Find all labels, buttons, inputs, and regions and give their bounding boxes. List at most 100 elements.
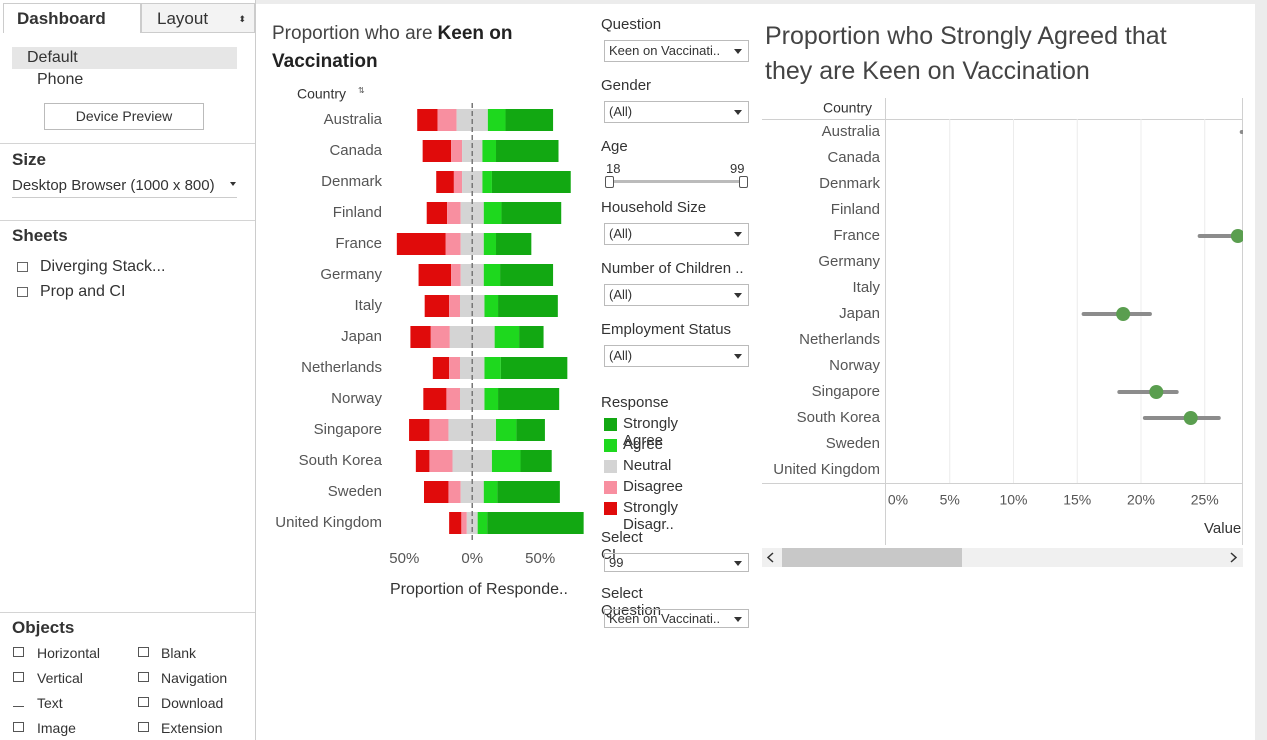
filter-label: Question [601, 16, 662, 33]
category-label: Finland [831, 201, 880, 218]
category-label: Canada [329, 142, 382, 159]
legend-label: Strongly Disagr.. [623, 499, 679, 533]
object[interactable]: Horizontal [37, 645, 101, 661]
filter-label: Employment Status [601, 321, 732, 338]
bar-segment [494, 326, 520, 348]
sheet[interactable]: Prop and CI [40, 283, 126, 300]
bar-segment [424, 295, 450, 317]
bar-segment [496, 419, 517, 441]
bar-segment [415, 450, 430, 472]
category-label: Australia [822, 123, 881, 140]
object-icon [13, 722, 24, 732]
tab[interactable]: Dashboard [3, 3, 141, 33]
category-label: Denmark [819, 175, 880, 192]
bar-segment [429, 450, 453, 472]
bar-segment [447, 202, 461, 224]
bar-segment [453, 171, 463, 193]
dropdown[interactable]: (All) [604, 345, 749, 367]
legend-swatch [604, 481, 617, 494]
bar-segment [429, 419, 449, 441]
device[interactable]: Phone [37, 71, 84, 88]
bar-segment [424, 481, 449, 503]
object[interactable]: Text [37, 695, 63, 711]
x-tick-label: 15% [1063, 492, 1091, 508]
legend-swatch [604, 439, 617, 452]
plot-area [1081, 130, 1243, 425]
dot [1183, 411, 1198, 425]
scroll-left[interactable] [766, 552, 774, 563]
bar-segment [449, 295, 461, 317]
object[interactable]: Blank [161, 645, 197, 661]
bar-segment [418, 264, 452, 286]
object[interactable]: Image [37, 720, 76, 736]
bar-segment [496, 140, 559, 162]
bar-segment [484, 388, 499, 410]
bar-segment [422, 140, 452, 162]
dot [1149, 385, 1164, 399]
bar-segment [519, 326, 544, 348]
slider-handle[interactable] [605, 176, 614, 188]
x-tick-label: 20% [1127, 492, 1155, 508]
bar-segment [445, 233, 461, 255]
button[interactable]: Device Preview [44, 103, 204, 130]
dropdown[interactable]: (All) [604, 223, 749, 245]
device[interactable]: Default [27, 49, 78, 66]
bar-segment [436, 171, 454, 193]
object[interactable]: Extension [161, 720, 223, 736]
scroll-thumb[interactable] [782, 548, 962, 567]
legend-swatch [604, 418, 617, 431]
section-heading: Size [12, 150, 47, 169]
bar-segment [484, 357, 501, 379]
tab-label[interactable]: Layout [157, 9, 209, 28]
object[interactable]: Download [161, 695, 224, 711]
size-value[interactable]: Desktop Browser (1000 x 800) [12, 177, 215, 194]
section-heading: Objects [12, 618, 75, 637]
dropdown[interactable]: (All) [604, 284, 749, 306]
dropdown[interactable]: 99 [604, 553, 749, 572]
section-heading: Sheets [12, 226, 68, 245]
top-strip [255, 0, 1267, 4]
bar-segment [516, 419, 545, 441]
category-label: Singapore [314, 421, 382, 438]
category-label: Netherlands [799, 331, 880, 348]
x-axis-title: Value [1204, 520, 1241, 537]
sheet-icon [17, 262, 28, 272]
bar-segment [437, 109, 457, 131]
category-label: Italy [354, 297, 382, 314]
bar-segment [482, 171, 492, 193]
slider-track[interactable] [609, 180, 744, 183]
bar-segment [497, 481, 560, 503]
bar-segment [451, 140, 463, 162]
slider-handle[interactable] [739, 176, 748, 188]
bar-segment [483, 264, 501, 286]
chart-title: Proportion who Strongly Agreed that they… [765, 22, 1167, 85]
object[interactable]: Vertical [37, 670, 83, 686]
dropdown[interactable]: (All) [604, 101, 749, 123]
bar-segment [452, 450, 492, 472]
x-tick-label: 10% [999, 492, 1027, 508]
legend-swatch [604, 460, 617, 473]
category-label: United Kingdom [275, 514, 382, 531]
tab[interactable]: Layout ⬍ [141, 3, 255, 33]
bar-segment [498, 295, 558, 317]
sheet[interactable]: Diverging Stack... [40, 258, 166, 275]
column-header: Country [823, 100, 872, 116]
size-dropdown[interactable]: Desktop Browser (1000 x 800) [12, 177, 237, 198]
dot [1230, 229, 1243, 243]
bar-segment [451, 264, 461, 286]
filter-label: Age [601, 138, 628, 155]
dropdown[interactable]: Keen on Vaccinati.. [604, 609, 749, 628]
scroll-right[interactable] [1230, 552, 1238, 563]
bar-segment [483, 202, 502, 224]
bar-segment [487, 109, 506, 131]
category-label: Finland [333, 204, 382, 221]
object-icon [13, 672, 24, 682]
bar-segment [446, 388, 461, 410]
bar-segment [498, 388, 560, 410]
object[interactable]: Navigation [161, 670, 228, 686]
title-emphasis: Keen on Vaccination [272, 23, 513, 72]
sort-icon[interactable]: ⇅ [358, 86, 365, 95]
dropdown[interactable]: Keen on Vaccinati.. [604, 40, 749, 62]
bar-segment [483, 233, 497, 255]
